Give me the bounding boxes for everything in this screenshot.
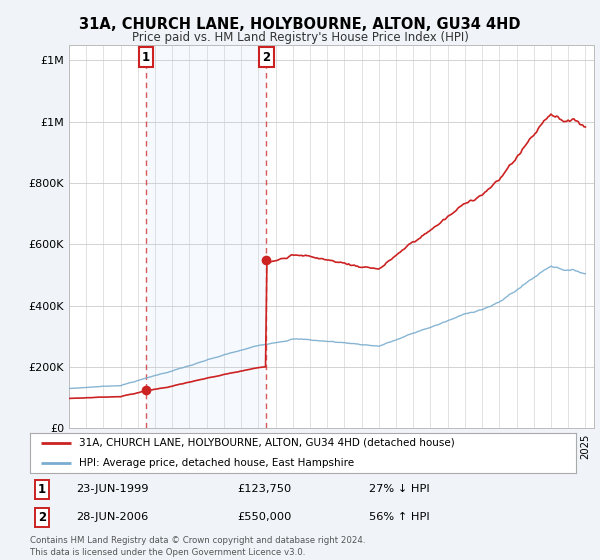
Text: £123,750: £123,750 [238, 484, 292, 494]
Text: Price paid vs. HM Land Registry's House Price Index (HPI): Price paid vs. HM Land Registry's House … [131, 31, 469, 44]
Text: 23-JUN-1999: 23-JUN-1999 [76, 484, 149, 494]
Text: Contains HM Land Registry data © Crown copyright and database right 2024.
This d: Contains HM Land Registry data © Crown c… [30, 536, 365, 557]
Text: 27% ↓ HPI: 27% ↓ HPI [368, 484, 429, 494]
Text: 56% ↑ HPI: 56% ↑ HPI [368, 512, 429, 522]
Text: HPI: Average price, detached house, East Hampshire: HPI: Average price, detached house, East… [79, 458, 354, 468]
Text: 2: 2 [262, 50, 271, 63]
Text: £550,000: £550,000 [238, 512, 292, 522]
Text: 1: 1 [38, 483, 46, 496]
Text: 1: 1 [142, 50, 150, 63]
Text: 2: 2 [38, 511, 46, 524]
Text: 28-JUN-2006: 28-JUN-2006 [76, 512, 149, 522]
Text: 31A, CHURCH LANE, HOLYBOURNE, ALTON, GU34 4HD: 31A, CHURCH LANE, HOLYBOURNE, ALTON, GU3… [79, 17, 521, 32]
Text: 31A, CHURCH LANE, HOLYBOURNE, ALTON, GU34 4HD (detached house): 31A, CHURCH LANE, HOLYBOURNE, ALTON, GU3… [79, 438, 455, 448]
Bar [146, 45, 266, 428]
